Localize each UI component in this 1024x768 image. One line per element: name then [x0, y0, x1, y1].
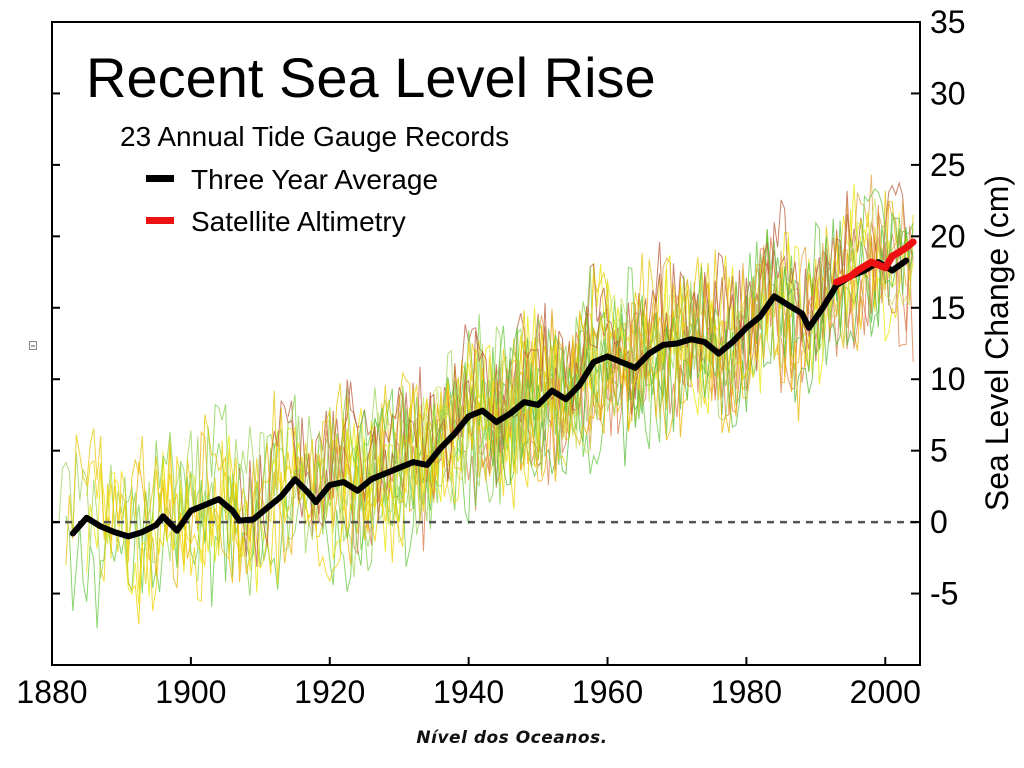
x-tick-label: 1920: [294, 674, 365, 710]
legend-swatch-satellite-altimetry: [146, 217, 174, 224]
x-tick-label: 1960: [572, 674, 643, 710]
chart-title: Recent Sea Level Rise: [86, 46, 656, 109]
y-tick-label: 35: [930, 4, 966, 40]
x-tick-label: 1880: [16, 674, 87, 710]
image-handle-icon: [29, 341, 37, 350]
tide-gauge-line: [86, 209, 914, 606]
x-tick-label: 2000: [850, 674, 921, 710]
y-axis: -5 0 5 10 15 20 25 30 35: [52, 4, 966, 612]
three-year-average-line: [69, 257, 910, 540]
series-lines: [69, 238, 917, 540]
legend-label-satellite-altimetry: Satellite Altimetry: [191, 206, 406, 237]
legend-label-three-year-average: Three Year Average: [191, 164, 438, 195]
y-tick-label: 20: [930, 218, 966, 254]
x-tick-label: 1980: [711, 674, 782, 710]
tide-gauge-line: [86, 276, 754, 591]
tide-gauge-line: [280, 266, 775, 578]
y-tick-label: 30: [930, 75, 966, 111]
y-axis-label: Sea Level Change (cm): [979, 175, 1015, 511]
chart-subtitle: 23 Annual Tide Gauge Records: [120, 121, 509, 152]
y-tick-label: -5: [930, 576, 958, 612]
tide-gauge-line: [287, 181, 914, 518]
legend-swatch-three-year-average: [146, 175, 174, 182]
tide-gauge-line: [489, 227, 914, 486]
y-tick-label: 25: [930, 147, 966, 183]
sea-level-chart: 1880 1900 1920 1940 1960 1980 2000 -5 0 5 10 15 20 2…: [16, 4, 1015, 710]
plot-frame: [51, 21, 921, 666]
tide-gauge-records: [58, 174, 914, 629]
y-tick-label: 10: [930, 361, 966, 397]
figure-caption: Nível dos Oceanos.: [416, 728, 608, 748]
x-axis: 1880 1900 1920 1940 1960 1980 2000: [16, 657, 921, 710]
y-tick-label: 0: [930, 504, 948, 540]
x-tick-label: 1940: [433, 674, 504, 710]
legend: Three Year Average Satellite Altimetry: [146, 164, 438, 237]
satellite-altimetry-line: [833, 238, 917, 286]
x-tick-label: 1900: [155, 674, 226, 710]
y-tick-label: 5: [930, 433, 948, 469]
y-tick-label: 15: [930, 290, 966, 326]
